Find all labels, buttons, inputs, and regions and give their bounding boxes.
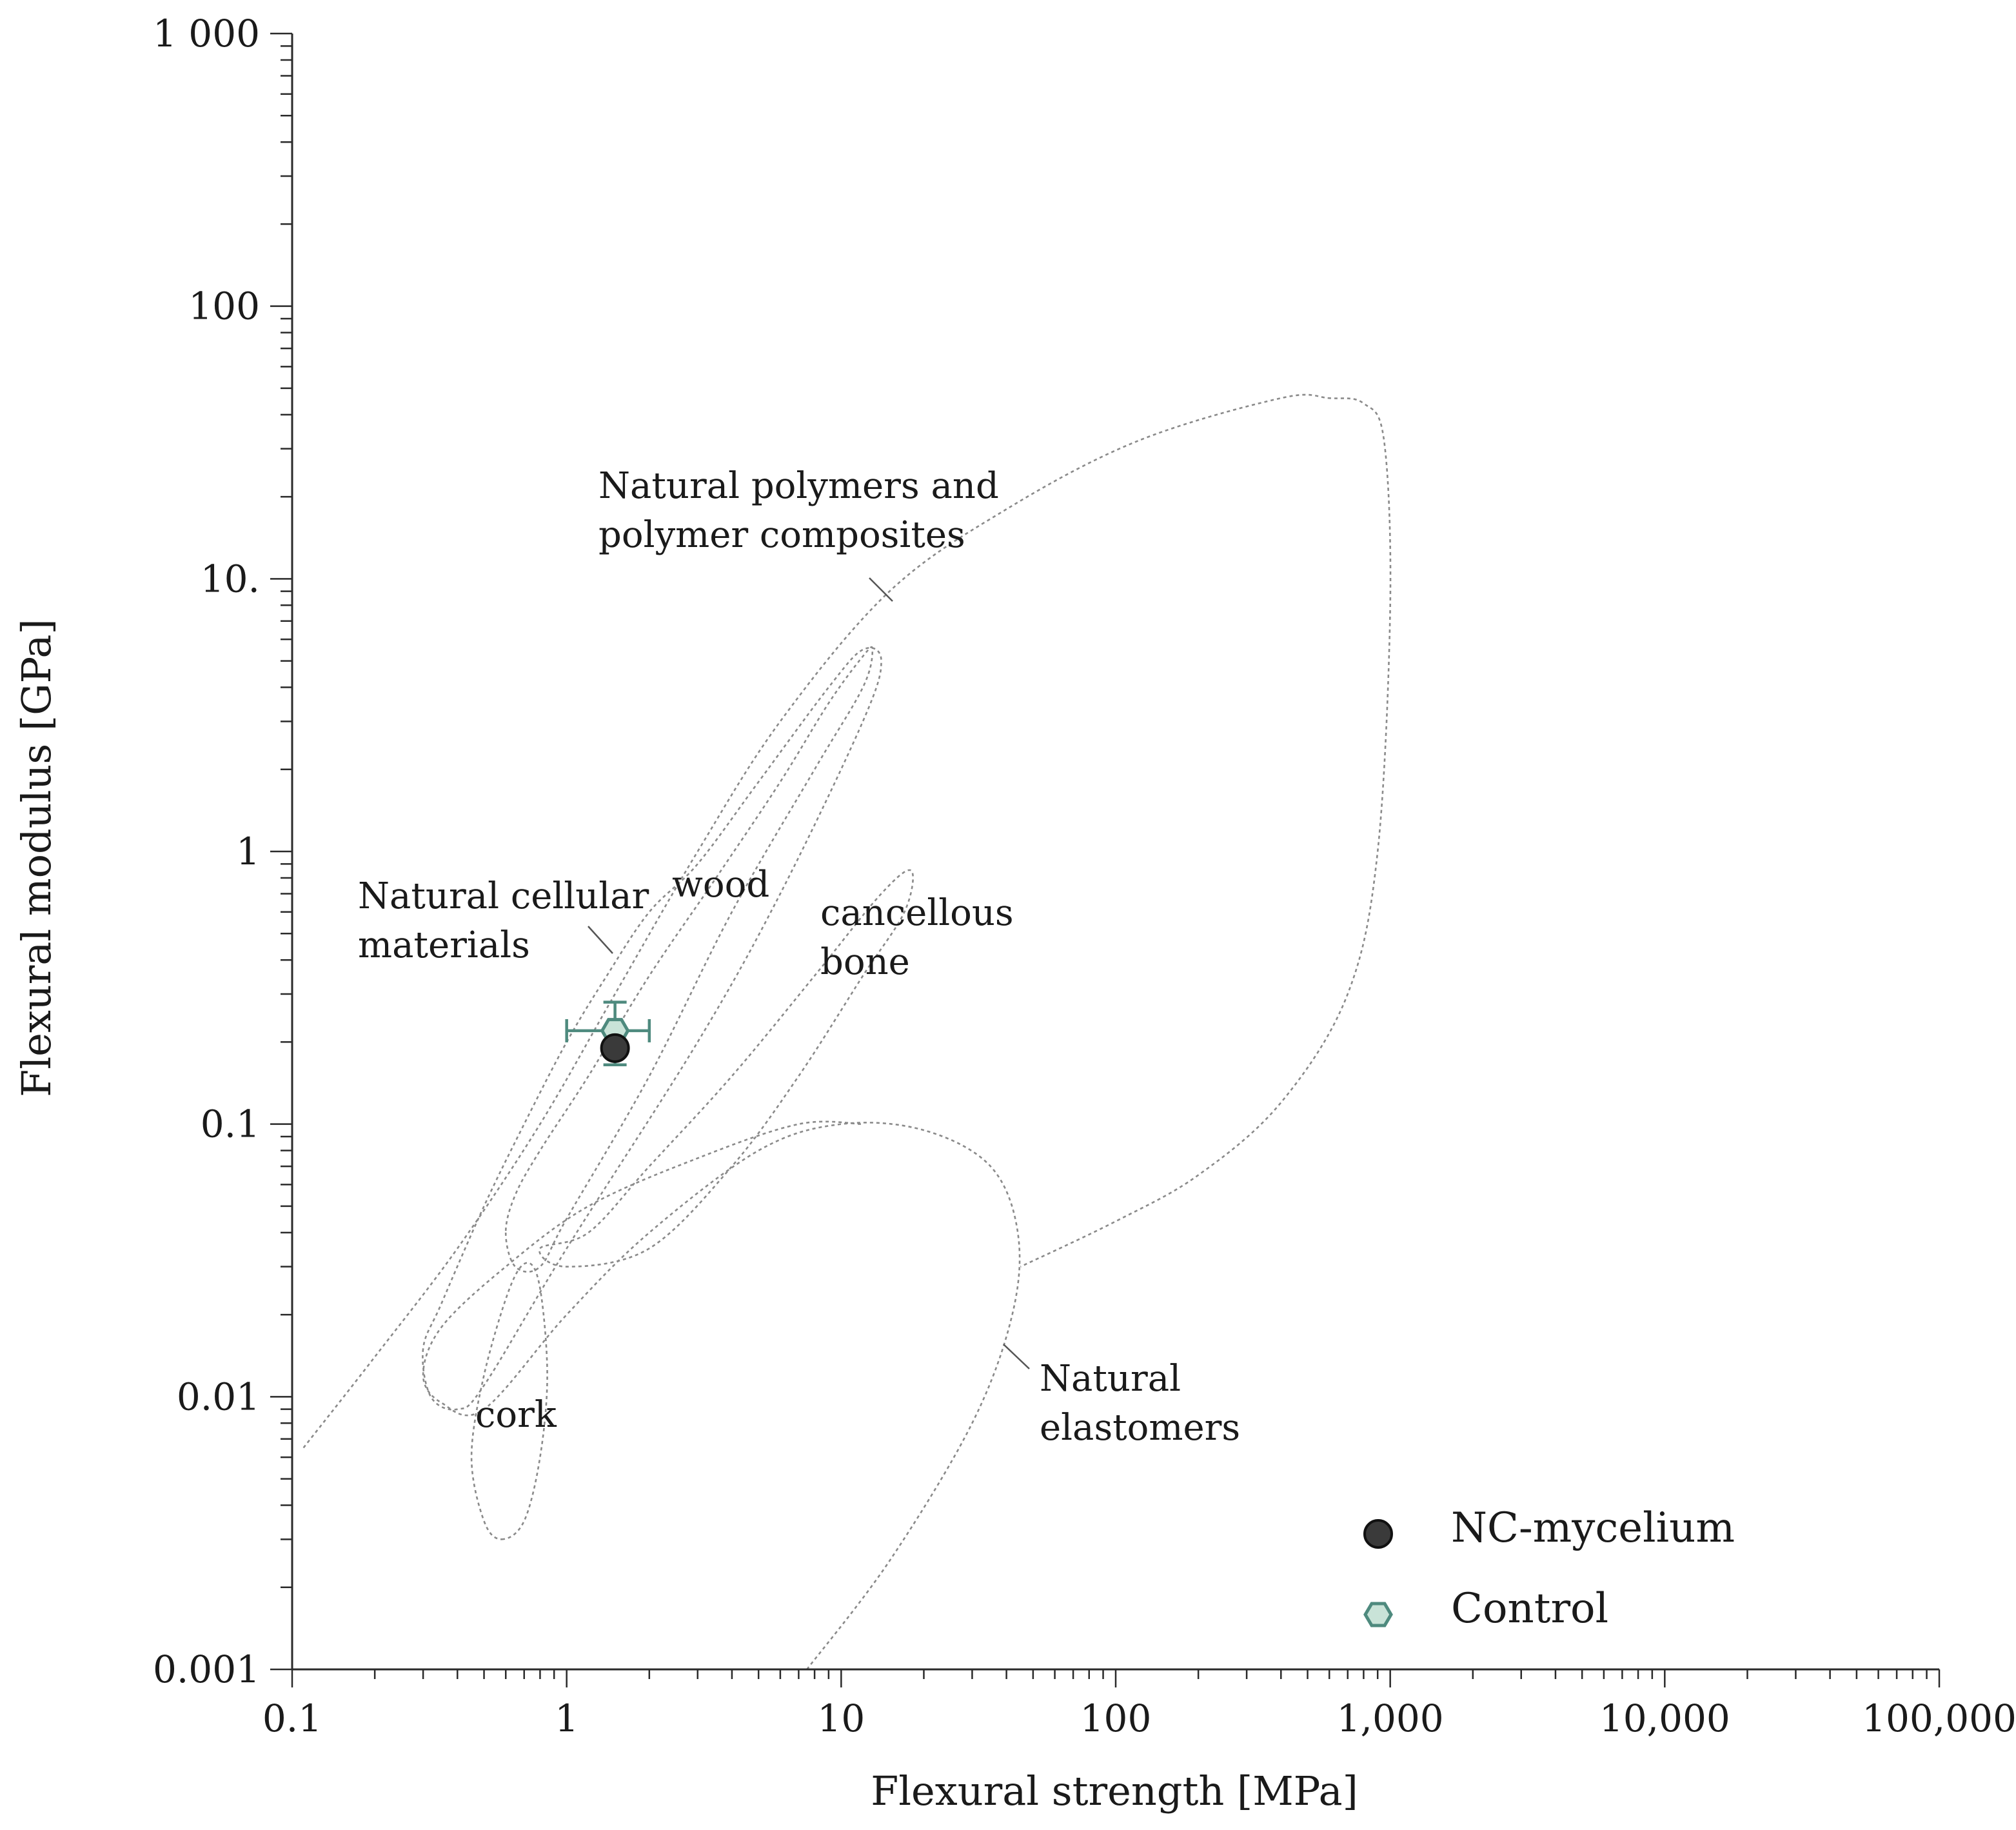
tick-labels: 0.1 1 10 100 1,000 10,000 100,000 0.001 0.01 0.1 1…	[153, 12, 2016, 1740]
label-natural-cellular-line2: materials	[358, 924, 530, 966]
label-natural-cellular-line1: Natural cellular	[358, 875, 649, 917]
region-natural-polymers	[302, 393, 1392, 1449]
legend: NC-mycelium Control	[1363, 1504, 1735, 1633]
axis-titles: Flexural strength [MPa] Flexural modulus…	[13, 619, 1358, 1815]
regions-layer	[302, 393, 1392, 1670]
label-natural-elastomers-line1: Natural	[1040, 1358, 1181, 1400]
label-cancellous-bone-line1: cancellous	[820, 892, 1014, 934]
leader-natural-polymers	[869, 577, 893, 602]
legend-marker-nc-mycelium	[1363, 1519, 1393, 1549]
y-tick-label: 0.1	[201, 1102, 260, 1146]
x-tick-label: 100	[1080, 1696, 1152, 1740]
region-natural-cellular	[422, 647, 882, 1411]
region-natural-elastomers	[422, 1120, 1021, 1670]
region-labels: Natural polymers and polymer composites …	[358, 465, 1240, 1449]
y-tick-label: 0.01	[177, 1375, 260, 1418]
leader-natural-elastomers	[1003, 1344, 1030, 1369]
label-cork: cork	[475, 1394, 557, 1436]
label-natural-elastomers-line2: elastomers	[1040, 1407, 1240, 1449]
x-tick-label: 10	[817, 1696, 865, 1740]
y-tick-label: 100	[188, 284, 260, 328]
region-cork	[470, 1262, 548, 1540]
x-tick-label: 1,000	[1337, 1696, 1444, 1740]
label-cancellous-bone-line2: bone	[820, 941, 910, 983]
y-axis-title: Flexural modulus [GPa]	[13, 619, 60, 1097]
x-tick-label: 10,000	[1599, 1696, 1730, 1740]
tick-marks	[270, 32, 1941, 1687]
x-tick-label: 1	[555, 1696, 578, 1740]
legend-marker-control	[1363, 1602, 1393, 1627]
leader-lines	[588, 577, 1030, 1369]
point-nc-mycelium	[600, 1033, 630, 1063]
label-natural-polymers-line1: Natural polymers and	[598, 465, 999, 507]
y-tick-label: 0.001	[153, 1647, 260, 1691]
x-tick-label: 100,000	[1862, 1696, 2016, 1740]
region-wood	[504, 646, 874, 1273]
x-axis-title: Flexural strength [MPa]	[871, 1767, 1358, 1815]
y-tick-label: 1 000	[153, 12, 260, 55]
legend-label-control: Control	[1451, 1585, 1608, 1633]
region-cancellous-bone	[539, 869, 914, 1268]
data-points	[565, 1000, 651, 1066]
label-wood: wood	[672, 864, 769, 906]
y-tick-label: 10.	[201, 557, 260, 601]
label-natural-polymers-line2: polymer composites	[598, 514, 965, 556]
leader-natural-cellular	[588, 926, 613, 954]
y-tick-label: 1	[236, 830, 260, 873]
legend-label-nc-mycelium: NC-mycelium	[1451, 1504, 1735, 1552]
x-tick-label: 0.1	[262, 1696, 322, 1740]
